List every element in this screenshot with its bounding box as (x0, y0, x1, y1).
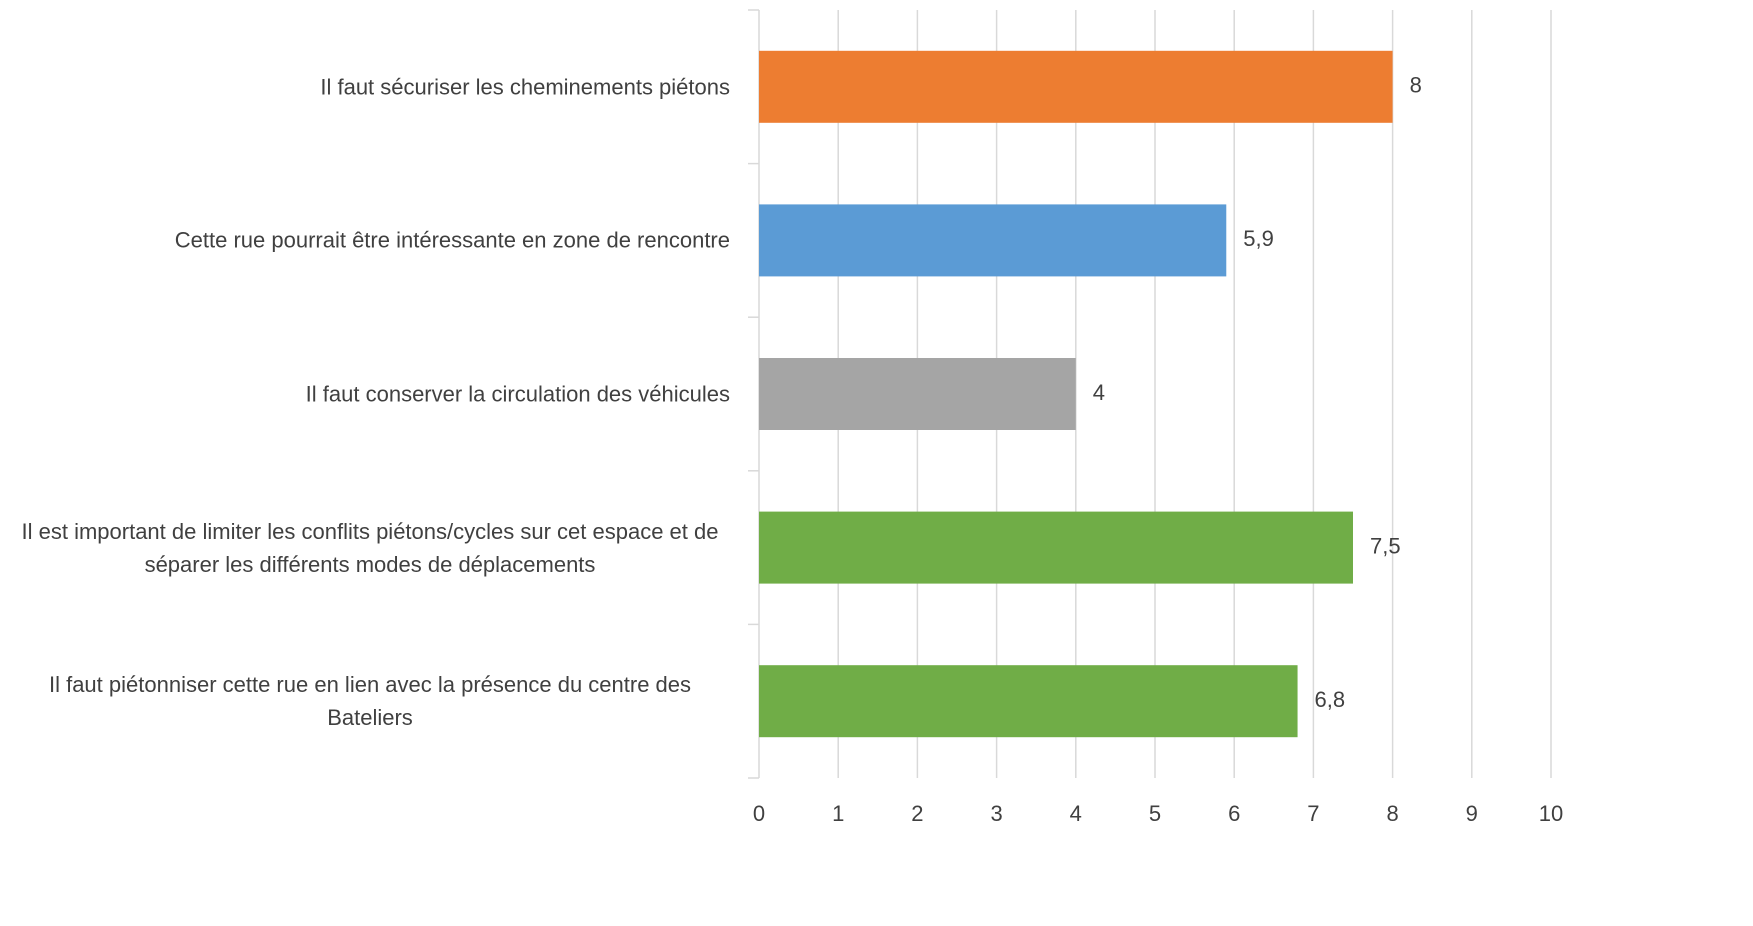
bar (759, 50, 1393, 123)
x-tick-label: 0 (753, 801, 765, 826)
data-label: 4 (1093, 380, 1105, 405)
category-label: Il faut piétonniser cette rue en lien av… (48, 672, 692, 731)
x-tick-label: 10 (1539, 801, 1563, 826)
category-label: Il faut conserver la circulation des véh… (305, 381, 730, 407)
x-tick-label: 4 (1070, 801, 1082, 826)
category-ticks (748, 9, 759, 779)
x-tick-label: 7 (1307, 801, 1319, 826)
x-tick-label: 6 (1228, 801, 1240, 826)
grid (837, 10, 1552, 778)
x-tick-label: 5 (1149, 801, 1161, 826)
x-tick-label: 3 (990, 801, 1002, 826)
x-tick-label: 8 (1386, 801, 1398, 826)
x-tick-label: 1 (832, 801, 844, 826)
category-label: Il faut sécuriser les cheminements piéto… (320, 74, 730, 100)
bar (759, 665, 1298, 738)
bar (759, 511, 1353, 584)
category-label: Il est important de limiter les conflits… (21, 518, 719, 577)
data-label: 5,9 (1243, 226, 1274, 251)
bars (759, 50, 1393, 738)
x-tick-label: 2 (911, 801, 923, 826)
data-label: 8 (1410, 73, 1422, 98)
bar (759, 358, 1076, 430)
category-label: Cette rue pourrait être intéressante en … (174, 227, 730, 253)
data-label: 6,8 (1315, 687, 1346, 712)
bar (759, 204, 1227, 277)
x-tick-label: 9 (1466, 801, 1478, 826)
data-label: 7,5 (1370, 533, 1401, 558)
